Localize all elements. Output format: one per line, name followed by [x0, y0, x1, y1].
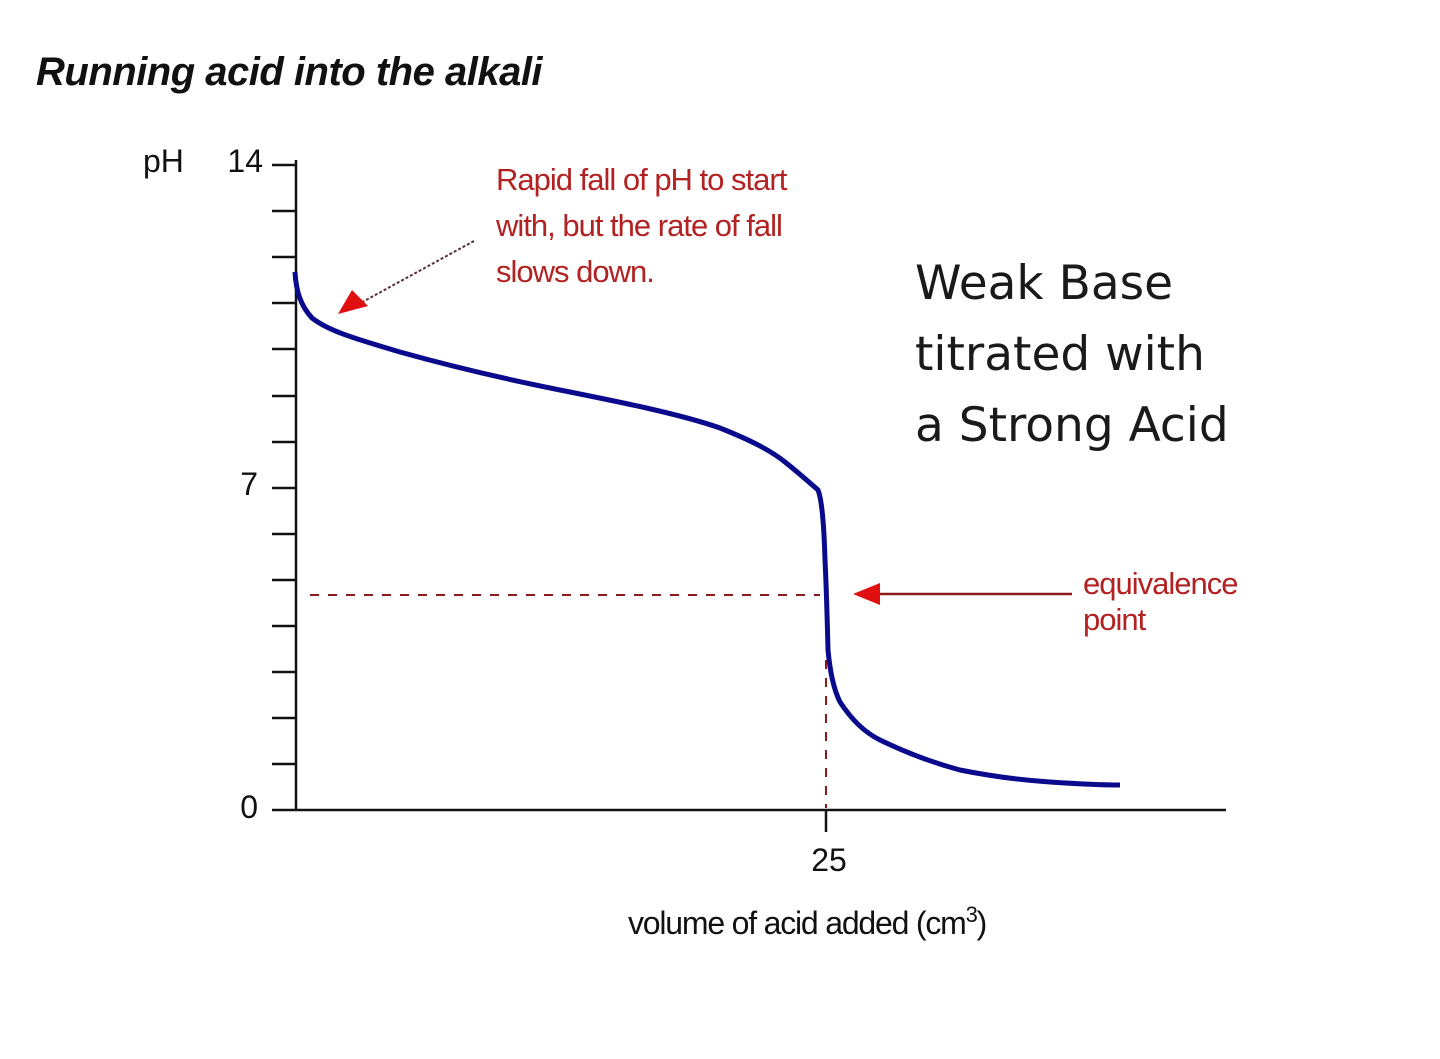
rapid-fall-line-2: with, but the rate of fall — [496, 208, 783, 243]
y-tick-label-0: 0 — [240, 789, 258, 825]
equivalence-annotation: equivalence point — [1083, 566, 1238, 638]
x-axis-label: volume of acid added (cm3) — [628, 902, 988, 942]
rapid-fall-annotation: Rapid fall of pH to start with, but the … — [496, 157, 787, 295]
equivalence-line-1: equivalence — [1083, 566, 1238, 601]
y-axis-ticks — [272, 163, 296, 766]
y-tick-label-14: 14 — [227, 143, 263, 179]
equivalence-arrow-head-icon — [853, 583, 880, 605]
x-axis-label-superscript: 3 — [965, 902, 978, 927]
x-axis-label-close: ) — [976, 905, 988, 941]
y-axis-label: pH — [143, 143, 184, 179]
titration-curve — [292, 271, 1121, 788]
side-note-line-3: a Strong Acid — [915, 398, 1229, 453]
chart-title: Running acid into the alkali — [36, 50, 543, 94]
rapid-fall-line-3: slows down. — [496, 254, 655, 289]
y-tick-label-7: 7 — [240, 466, 258, 502]
rapid-fall-arrow-shaft — [345, 240, 475, 312]
equivalence-line-2: point — [1083, 602, 1146, 637]
x-axis-label-text: volume of acid added (cm — [628, 905, 967, 941]
x-tick-label-25: 25 — [811, 842, 847, 878]
side-note-weak-base: Weak Base titrated with a Strong Acid — [915, 248, 1229, 461]
rapid-fall-line-1: Rapid fall of pH to start — [496, 162, 787, 197]
side-note-line-1: Weak Base — [915, 256, 1174, 311]
rapid-fall-arrow-head-icon — [338, 290, 368, 314]
side-note-line-2: titrated with — [915, 327, 1205, 382]
